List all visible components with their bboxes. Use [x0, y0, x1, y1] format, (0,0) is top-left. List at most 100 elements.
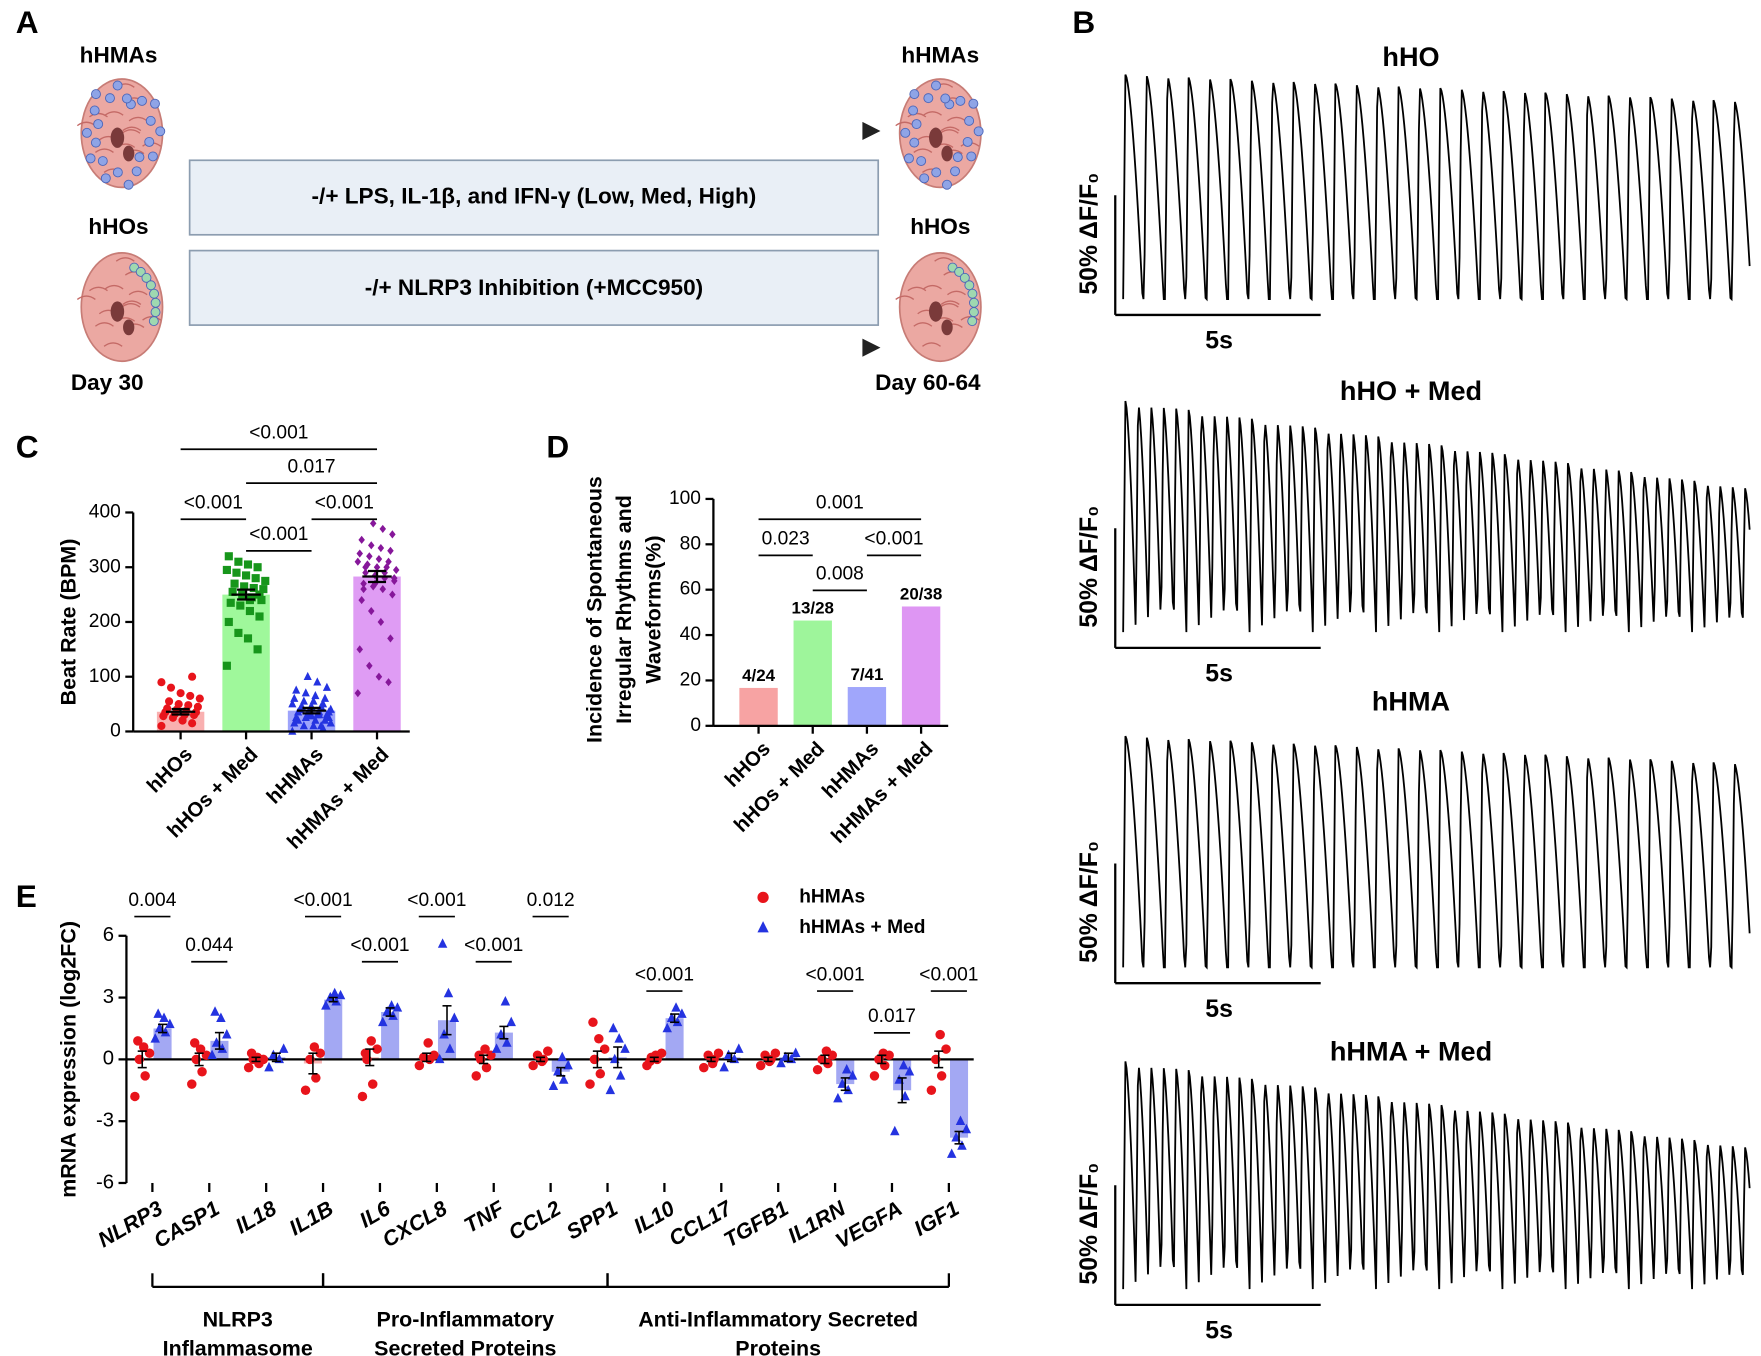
point	[926, 1085, 937, 1096]
point	[307, 711, 316, 720]
treatment-box	[188, 249, 880, 326]
legend-label: hHMAs + Med	[799, 917, 925, 938]
x-tick-label: hHMAs	[263, 744, 328, 809]
organoid-fiber	[940, 126, 960, 132]
x-tick-label: SPP1	[562, 1196, 621, 1244]
point	[595, 1069, 606, 1079]
point	[367, 1079, 378, 1089]
panel-a: A hHMAs hHMAs hHOs hHOs Day 30 Day 60-64…	[16, 4, 981, 395]
point	[713, 1048, 724, 1058]
significance-label: <0.001	[919, 964, 978, 985]
group-label: NLRP3	[203, 1307, 273, 1331]
organoid-cell	[950, 166, 961, 177]
organoid-cell	[942, 179, 952, 190]
point	[193, 702, 202, 711]
value-label: 13/28	[792, 599, 834, 618]
point	[671, 1002, 681, 1012]
significance-label: <0.001	[464, 935, 523, 956]
y-tick-label: 0	[103, 1048, 114, 1070]
point	[188, 719, 197, 728]
organoid-fiber	[76, 295, 96, 301]
point	[366, 552, 373, 561]
point	[315, 1048, 325, 1058]
x-scale-label: 5s	[1205, 996, 1233, 1023]
point	[869, 1071, 880, 1081]
point	[140, 1071, 150, 1081]
organoid-cell	[962, 136, 973, 147]
label: Day 30	[71, 370, 144, 395]
point	[197, 1066, 207, 1077]
point	[320, 693, 330, 702]
significance-label: <0.001	[805, 964, 864, 985]
organoid-cell	[966, 151, 977, 162]
point	[707, 1058, 718, 1069]
organoid-cell	[112, 80, 123, 91]
y-axis-label: Irregular Rhythms and	[612, 495, 636, 724]
organoid-cell	[954, 266, 965, 277]
y-tick-label: 3	[103, 986, 114, 1008]
point	[226, 598, 235, 607]
value-label: 20/38	[900, 585, 942, 604]
point	[166, 683, 176, 692]
point	[354, 557, 362, 566]
y-scale-label: 50% ΔF/F₀	[1076, 841, 1103, 963]
point	[317, 721, 326, 730]
trace-title: hHMA	[1372, 685, 1450, 716]
point	[222, 661, 231, 670]
organoid-core	[941, 145, 953, 162]
y-tick-label: 40	[680, 624, 701, 645]
organoid-fiber	[913, 148, 933, 153]
arrow-head	[862, 338, 881, 357]
organoid-cell	[973, 126, 984, 137]
significance-label: <0.001	[315, 493, 374, 514]
point	[734, 1043, 744, 1053]
y-axis-label: Beat Rate (BPM)	[57, 539, 81, 706]
organoid-cell	[968, 307, 979, 318]
organoid-core	[123, 319, 135, 336]
organoid-fiber	[104, 284, 124, 290]
group-label: Secreted Proteins	[374, 1337, 556, 1356]
significance-label: 0.023	[762, 529, 810, 550]
point	[904, 1066, 915, 1076]
significance-label: <0.001	[293, 890, 352, 911]
point	[543, 1046, 553, 1056]
organoid-fiber	[94, 148, 114, 153]
organoid-cell	[89, 105, 100, 116]
point	[303, 671, 312, 680]
trace-title: hHO + Med	[1340, 375, 1482, 406]
point	[605, 1084, 616, 1095]
point	[130, 1091, 140, 1102]
organoid-fiber	[122, 126, 142, 132]
x-tick-label: CCL2	[505, 1196, 566, 1245]
point	[251, 574, 260, 583]
point	[318, 699, 328, 708]
organoid-cell	[923, 93, 934, 104]
point	[174, 700, 183, 709]
treatment-box	[188, 159, 880, 236]
point	[153, 1008, 163, 1018]
organoid-fiber	[939, 302, 959, 308]
point	[615, 1070, 626, 1080]
point	[230, 579, 239, 588]
point	[898, 1059, 909, 1070]
point	[387, 546, 394, 555]
organoid-cell	[155, 126, 166, 137]
x-tick-label: CASP1	[150, 1196, 224, 1253]
point	[234, 628, 243, 637]
point	[246, 1048, 257, 1058]
x-tick-label: TNF	[460, 1196, 509, 1238]
point	[423, 1038, 433, 1048]
point	[358, 596, 365, 605]
organoid-cell	[919, 173, 930, 184]
organoid-fiber	[907, 286, 927, 292]
point	[294, 715, 303, 724]
point	[946, 1148, 957, 1158]
organoid	[895, 78, 984, 190]
point	[300, 1085, 311, 1096]
point	[309, 721, 318, 730]
organoid-cell	[134, 152, 145, 163]
point	[379, 585, 387, 594]
point	[253, 645, 262, 654]
organoid-core	[123, 145, 135, 162]
